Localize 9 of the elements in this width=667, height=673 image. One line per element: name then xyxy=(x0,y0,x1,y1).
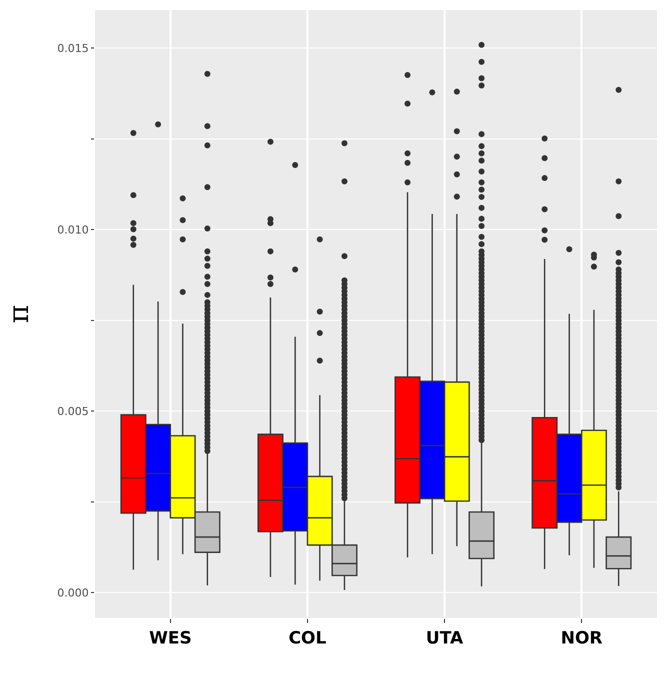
x-tick-label: UTA xyxy=(426,628,464,648)
x-tick-label: WES xyxy=(149,628,192,648)
y-tick-label: 0.005 xyxy=(57,404,89,418)
y-tick-label: 0.015 xyxy=(57,42,89,55)
x-tick-label: NOR xyxy=(560,628,602,648)
x-tick-label: COL xyxy=(288,628,327,648)
y-tick-label: 0.010 xyxy=(57,223,89,236)
y-axis-title: π xyxy=(2,304,35,324)
y-tick-label: 0.000 xyxy=(57,586,89,600)
